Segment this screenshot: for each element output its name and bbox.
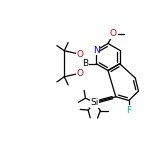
Text: O: O — [76, 69, 83, 78]
Text: Si: Si — [90, 98, 99, 107]
Text: O: O — [76, 50, 83, 59]
Text: O: O — [110, 29, 117, 38]
Text: B: B — [82, 59, 88, 68]
Text: N: N — [93, 46, 100, 55]
Text: F: F — [126, 106, 131, 115]
